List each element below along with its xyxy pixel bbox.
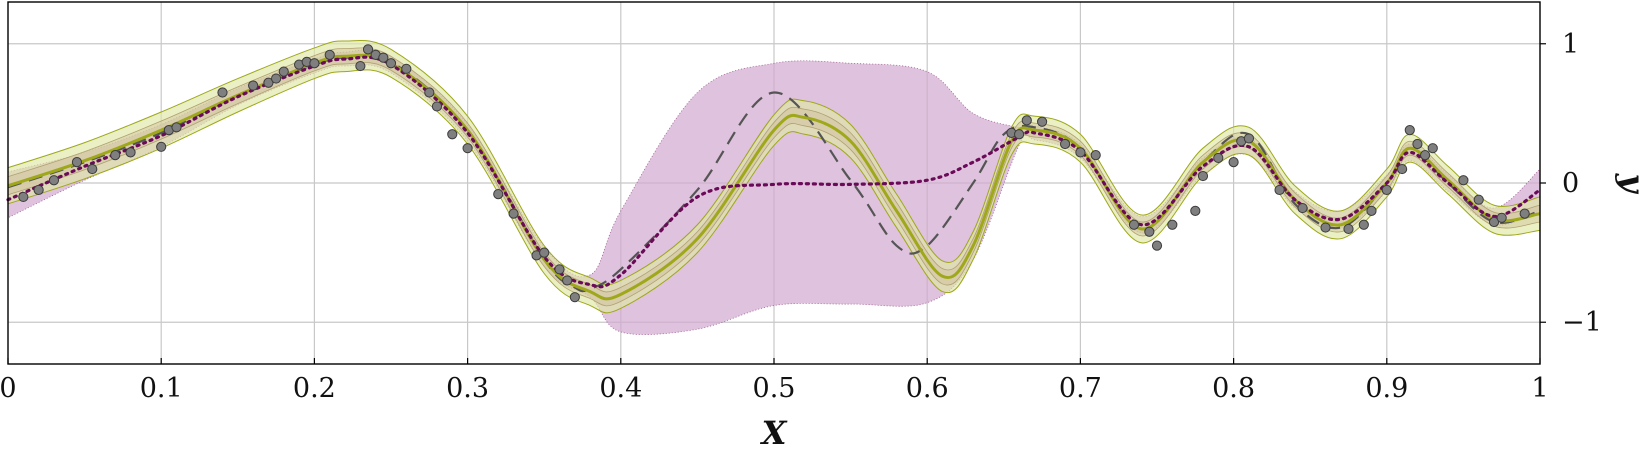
x-tick-label: 1: [1531, 373, 1548, 404]
x-tick-label: 0.6: [906, 373, 949, 404]
observation-point: [1075, 147, 1086, 158]
observation-point: [248, 80, 259, 91]
x-tick-label: 0.1: [140, 373, 183, 404]
x-tick-label: 0.8: [1212, 373, 1255, 404]
observation-point: [1228, 157, 1239, 168]
observation-point: [1014, 129, 1025, 140]
observation-point: [1037, 116, 1048, 127]
observation-point: [1519, 208, 1530, 219]
observation-point: [1473, 194, 1484, 205]
observation-point: [217, 87, 228, 98]
observation-point: [271, 73, 282, 84]
observation-point: [1090, 150, 1101, 161]
observation-point: [324, 49, 335, 61]
observation-point: [1412, 138, 1423, 150]
observation-point: [355, 60, 366, 72]
observation-point: [508, 208, 519, 219]
x-tick-label: 0.9: [1365, 373, 1408, 404]
observation-point: [33, 184, 44, 196]
observation-point: [1381, 184, 1392, 196]
model-a-mean-line: [7, 53, 1541, 301]
x-tick-label: 0.2: [293, 373, 336, 404]
observation-point: [554, 264, 565, 275]
observation-point: [462, 143, 473, 154]
observation-point: [1488, 216, 1500, 228]
observation-point: [493, 189, 504, 200]
observation-point: [1420, 150, 1431, 161]
observation-point: [171, 122, 182, 133]
x-axis-label: X: [760, 414, 788, 449]
observation-point: [156, 141, 167, 152]
observation-point: [569, 292, 580, 303]
observation-point: [1343, 223, 1354, 235]
observation-point: [1144, 226, 1155, 237]
observation-point: [71, 157, 83, 168]
observation-point: [539, 247, 550, 258]
observation-point: [1167, 219, 1178, 230]
observation-point: [87, 163, 98, 175]
observation-point: [1320, 222, 1331, 233]
observation-point: [278, 66, 289, 77]
observation-point: [263, 77, 274, 88]
observation-point: [1358, 219, 1369, 230]
y-axis-label: y: [1614, 173, 1644, 195]
observation-point: [1243, 133, 1255, 144]
observation-point: [1458, 175, 1469, 186]
observation-point: [1021, 115, 1032, 126]
observation-point: [1213, 152, 1224, 164]
x-tick-label: 0.7: [1059, 373, 1102, 404]
observation-point: [48, 175, 60, 186]
observation-point: [431, 101, 443, 112]
observation-point: [362, 44, 374, 55]
observation-point: [1128, 219, 1140, 230]
observation-point: [1366, 205, 1377, 216]
observation-point: [1427, 143, 1438, 154]
observation-point: [424, 87, 435, 98]
observation-point: [1059, 138, 1071, 150]
x-tick-label: 0.3: [446, 373, 489, 404]
observation-point: [1151, 240, 1163, 251]
observation-point: [1197, 170, 1209, 182]
observation-points: [18, 44, 1530, 303]
observation-point: [125, 147, 136, 158]
series-lines: [6, 53, 1542, 301]
y-tick-label: 0: [1562, 168, 1579, 199]
observation-point: [1404, 124, 1415, 136]
observation-point: [309, 58, 320, 69]
y-tick-label: −1: [1562, 307, 1602, 338]
axis-ticks: 0 0.1 0.2 0.3 0.4 0.5 0.6 0.7 0.8 0.9 1 −1 0 1: [0, 29, 1602, 404]
observation-point: [110, 150, 121, 161]
observation-point: [385, 58, 397, 69]
y-tick-label: 1: [1562, 29, 1579, 60]
observation-point: [1297, 202, 1308, 214]
observation-point: [401, 63, 412, 74]
model-b-mean-line: [6, 55, 1542, 289]
observation-point: [1397, 163, 1408, 175]
observation-point: [378, 52, 389, 63]
observation-point: [1190, 205, 1201, 216]
confidence-bands: [7, 39, 1541, 336]
observation-point: [18, 191, 29, 203]
observation-point: [447, 129, 458, 140]
observation-point: [1496, 212, 1507, 223]
x-tick-label: 0.4: [599, 373, 642, 404]
x-tick-label: 0.5: [753, 373, 796, 404]
observation-point: [562, 275, 573, 286]
x-tick-label: 0: [0, 373, 17, 404]
observation-point: [1274, 184, 1285, 196]
